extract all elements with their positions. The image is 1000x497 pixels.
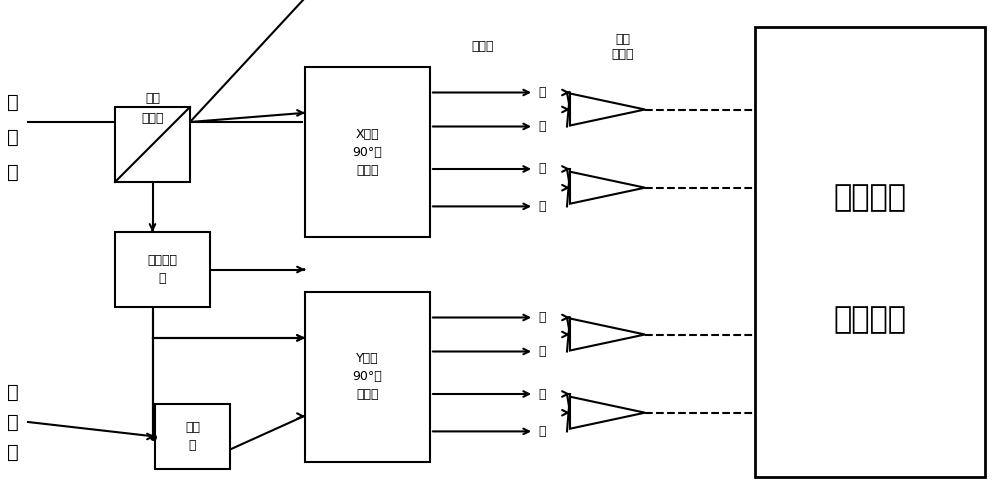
Text: 号: 号 — [7, 128, 19, 147]
Text: 振: 振 — [7, 413, 19, 431]
Text: 分束器: 分束器 — [141, 112, 164, 126]
Text: 探测器: 探测器 — [471, 40, 494, 54]
Text: 本: 本 — [538, 200, 546, 213]
Bar — [115, 232, 210, 307]
Bar — [115, 107, 190, 182]
Text: 本: 本 — [538, 311, 546, 324]
Polygon shape — [570, 93, 645, 126]
Text: 光: 光 — [7, 163, 19, 181]
Text: 偏振: 偏振 — [145, 92, 160, 105]
Text: 光: 光 — [7, 442, 19, 462]
Text: 本: 本 — [538, 163, 546, 175]
Polygon shape — [570, 171, 645, 204]
Text: 分束
器: 分束 器 — [185, 421, 200, 452]
Bar — [155, 404, 230, 469]
Bar — [305, 292, 430, 462]
Text: 本: 本 — [538, 388, 546, 401]
Text: 偏振旋转
器: 偏振旋转 器 — [148, 254, 178, 285]
Polygon shape — [570, 319, 645, 350]
Text: X偏振
90°光
混频器: X偏振 90°光 混频器 — [353, 128, 382, 176]
Text: 处理模块: 处理模块 — [833, 305, 906, 334]
Text: 信: 信 — [7, 92, 19, 111]
Bar — [305, 67, 430, 237]
Polygon shape — [570, 397, 645, 429]
Text: 跨阳
放大器: 跨阳 放大器 — [611, 33, 634, 61]
Text: 本: 本 — [538, 345, 546, 358]
Text: 数据采集: 数据采集 — [833, 183, 906, 213]
Bar — [755, 27, 985, 477]
Text: 本: 本 — [538, 86, 546, 99]
Text: Y偏振
90°光
混频器: Y偏振 90°光 混频器 — [353, 352, 382, 402]
Text: 本: 本 — [538, 425, 546, 438]
Text: 本: 本 — [538, 120, 546, 133]
Text: 本: 本 — [7, 383, 19, 402]
